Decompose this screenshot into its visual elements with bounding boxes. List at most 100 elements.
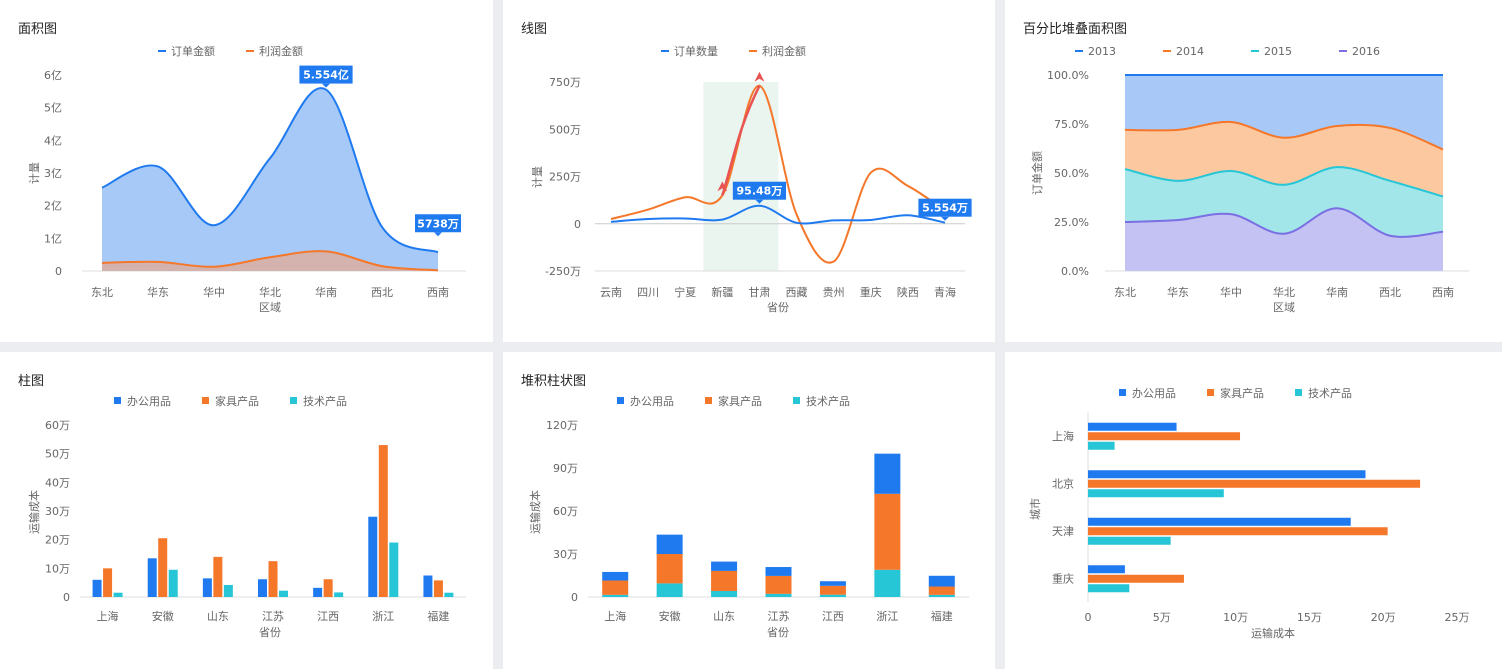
bar-技术产品-江苏 xyxy=(279,590,288,597)
panel-horizontal-bar-chart: 办公用品 家具产品 技术产品 0 5万 10万 15万 20万 25万 运输成本 城市 上海 北京 天津重… xyxy=(1005,352,1502,669)
x-tick-label: 山东 xyxy=(207,610,229,623)
chart-title: 堆积柱状图 xyxy=(521,374,587,389)
trend-arrow-icon xyxy=(717,181,728,192)
legend-swatch xyxy=(1207,389,1214,396)
hbar-办公用品-上海 xyxy=(1088,422,1177,431)
legend-label: 2015 xyxy=(1264,45,1292,58)
legend-swatch xyxy=(1075,50,1083,52)
x-axis-title: 区域 xyxy=(259,301,281,314)
bar-办公用品-江西 xyxy=(313,587,323,597)
stack-bar-技术产品-江西 xyxy=(819,594,846,597)
y-tick-label: 30万 xyxy=(553,548,578,561)
legend-label: 家具产品 xyxy=(1220,386,1264,400)
x-tick-label: 宁夏 xyxy=(674,285,696,299)
stack-bar-家具产品-福建 xyxy=(928,586,955,595)
bar-办公用品-江苏 xyxy=(258,579,267,597)
area-line-利润金额 xyxy=(101,250,439,272)
hbar-家具产品-天津 xyxy=(1088,527,1388,536)
x-tick-label: 华东 xyxy=(147,285,169,299)
x-tick-label: 华南 xyxy=(1326,285,1348,299)
bar-技术产品-山东 xyxy=(223,584,233,597)
annotation-peak-pointer xyxy=(755,199,764,204)
annotation-peak-bg xyxy=(732,181,787,200)
stack-bar-家具产品-江苏 xyxy=(765,575,792,594)
x-tick-label: 华东 xyxy=(1167,285,1189,299)
percent-stacked-area-chart: 2013 2014 2015 2016 0.0% 25.0% 50.0% 75.0% 100.0… xyxy=(1030,45,1469,314)
annotation-last-pointer xyxy=(941,216,949,221)
y-tick-label: 1亿 xyxy=(44,232,62,245)
legend-label: 利润金额 xyxy=(762,44,806,58)
annotation-max-pointer xyxy=(322,83,330,88)
y-tick-label: 25.0% xyxy=(1054,216,1089,229)
bar-家具产品-上海 xyxy=(103,568,113,597)
annotation-last: 5738万 xyxy=(417,217,459,230)
y-tick-label: 50.0% xyxy=(1054,167,1089,180)
x-tick-label: 上海 xyxy=(97,609,119,623)
x-tick-label: 江西 xyxy=(317,610,339,623)
chart-title: 百分比堆叠面积图 xyxy=(1023,22,1128,37)
area-fill-订单金额 xyxy=(102,88,438,271)
legend-swatch xyxy=(114,397,121,404)
y-tick-label: 上海 xyxy=(1052,429,1074,443)
annotation-max: 5.554亿 xyxy=(303,68,349,82)
x-tick-label: 福建 xyxy=(931,609,953,623)
x-tick-label: 10万 xyxy=(1223,611,1248,624)
x-axis-title: 省份 xyxy=(767,301,789,314)
hbar-办公用品-重庆 xyxy=(1088,565,1125,574)
legend-label: 技术产品 xyxy=(1308,386,1352,400)
bar-技术产品-福建 xyxy=(444,592,454,597)
x-tick-label: 东北 xyxy=(91,286,113,299)
y-axis-title: 订单金额 xyxy=(1030,151,1044,195)
y-axis-title: 运输成本 xyxy=(27,490,41,534)
stack-bar-技术产品-福建 xyxy=(928,594,955,597)
legend-label: 2016 xyxy=(1352,45,1380,58)
stack-bar-办公用品-福建 xyxy=(928,575,955,587)
hbar-技术产品-北京 xyxy=(1088,489,1224,498)
y-tick-label: 6亿 xyxy=(44,69,62,82)
x-tick-label: 浙江 xyxy=(372,610,394,623)
x-tick-label: 四川 xyxy=(637,286,659,299)
y-tick-label: 40万 xyxy=(45,476,70,489)
hbar-办公用品-北京 xyxy=(1088,470,1366,479)
bar-家具产品-江西 xyxy=(323,579,333,597)
x-tick-label: 15万 xyxy=(1297,611,1322,624)
y-tick-label: 2亿 xyxy=(44,200,62,213)
stack-bar-家具产品-上海 xyxy=(602,580,629,595)
stack-bar-技术产品-浙江 xyxy=(874,569,901,597)
y-axis-title: 计量 xyxy=(531,166,544,188)
y-tick-label: 30万 xyxy=(45,505,70,518)
area-fill-利润金额 xyxy=(102,251,438,271)
stack-bar-技术产品-江苏 xyxy=(765,593,792,597)
stack-bar-家具产品-浙江 xyxy=(874,493,901,570)
x-tick-label: 重庆 xyxy=(860,285,882,299)
annotation-last-pointer xyxy=(434,232,442,237)
hbar-技术产品-天津 xyxy=(1088,536,1171,545)
y-axis-title: 城市 xyxy=(1028,498,1042,520)
x-tick-label: 西南 xyxy=(427,286,449,299)
y-axis-title: 计量 xyxy=(28,162,41,184)
y-tick-label: 20万 xyxy=(45,534,70,547)
y-tick-label: 500万 xyxy=(549,123,581,136)
panel-bar-chart: 柱图 办公用品 家具产品 技术产品 0 10万 20万 30万 40万 50万 60万 上海 安徽 山东… xyxy=(0,352,493,669)
x-tick-label: 安徽 xyxy=(152,609,174,623)
y-tick-label: 50万 xyxy=(45,448,70,461)
stack-bar-技术产品-上海 xyxy=(602,594,629,597)
y-tick-label: 北京 xyxy=(1052,476,1074,490)
x-tick-label: 江西 xyxy=(822,610,844,623)
legend-swatch xyxy=(158,50,166,52)
x-tick-label: 新疆 xyxy=(711,285,733,299)
bar-家具产品-山东 xyxy=(213,556,223,597)
x-tick-label: 浙江 xyxy=(876,610,898,623)
y-tick-label: 0 xyxy=(55,265,62,278)
legend-label: 利润金额 xyxy=(259,44,303,58)
legend-label: 办公用品 xyxy=(1132,387,1176,400)
bar-家具产品-江苏 xyxy=(268,561,278,597)
stack-bar-办公用品-浙江 xyxy=(874,453,901,494)
legend-swatch xyxy=(793,397,800,404)
bar-家具产品-浙江 xyxy=(378,445,388,597)
legend-label: 家具产品 xyxy=(215,394,259,408)
legend-swatch xyxy=(290,397,297,404)
x-tick-label: 西藏 xyxy=(786,286,808,299)
trend-highlight xyxy=(721,85,761,196)
y-tick-label: 90万 xyxy=(553,462,578,475)
